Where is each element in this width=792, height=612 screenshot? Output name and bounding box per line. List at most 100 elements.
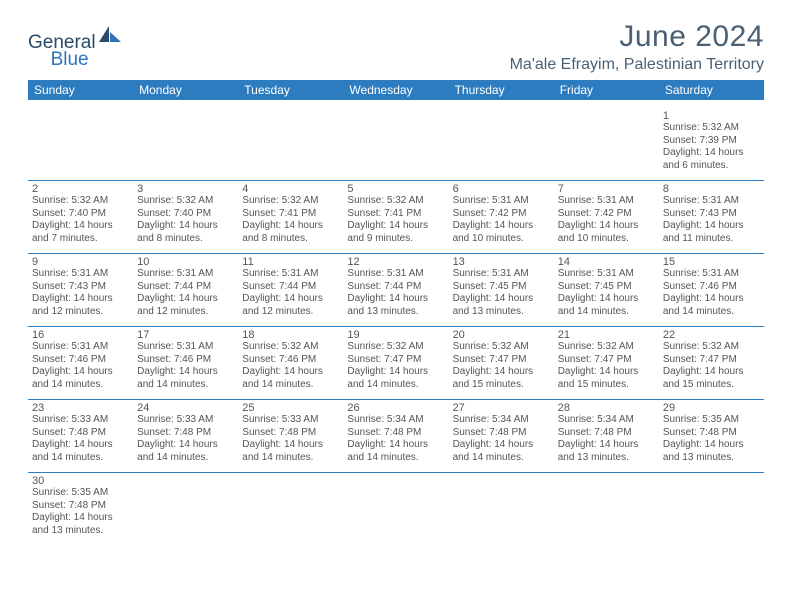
sunset-line: Sunset: 7:44 PM: [137, 281, 234, 294]
daylight-line: and 14 minutes.: [242, 379, 339, 392]
daylight-line: Daylight: 14 hours: [32, 512, 129, 525]
day-cell: 20Sunrise: 5:32 AMSunset: 7:47 PMDayligh…: [449, 327, 554, 399]
daylight-line: and 9 minutes.: [347, 233, 444, 246]
day-cell: 6Sunrise: 5:31 AMSunset: 7:42 PMDaylight…: [449, 181, 554, 253]
empty-cell: [238, 108, 343, 180]
daylight-line: and 13 minutes.: [558, 452, 655, 465]
daylight-line: and 14 minutes.: [32, 452, 129, 465]
daylight-line: and 12 minutes.: [137, 306, 234, 319]
sunset-line: Sunset: 7:43 PM: [663, 208, 760, 221]
sunset-line: Sunset: 7:48 PM: [137, 427, 234, 440]
daylight-line: and 13 minutes.: [32, 525, 129, 538]
month-title: June 2024: [510, 20, 764, 54]
day-header-fri: Friday: [554, 80, 659, 100]
daylight-line: Daylight: 14 hours: [558, 293, 655, 306]
daylight-line: and 14 minutes.: [137, 452, 234, 465]
daylight-line: and 14 minutes.: [453, 452, 550, 465]
sunset-line: Sunset: 7:43 PM: [32, 281, 129, 294]
sunrise-line: Sunrise: 5:35 AM: [32, 487, 129, 500]
daylight-line: Daylight: 14 hours: [453, 439, 550, 452]
day-cell: 17Sunrise: 5:31 AMSunset: 7:46 PMDayligh…: [133, 327, 238, 399]
day-cell: 14Sunrise: 5:31 AMSunset: 7:45 PMDayligh…: [554, 254, 659, 326]
sunrise-line: Sunrise: 5:32 AM: [242, 195, 339, 208]
daylight-line: and 12 minutes.: [242, 306, 339, 319]
daylight-line: and 14 minutes.: [347, 452, 444, 465]
daylight-line: Daylight: 14 hours: [558, 439, 655, 452]
day-number: 19: [347, 329, 444, 341]
daylight-line: Daylight: 14 hours: [663, 147, 760, 160]
empty-cell: [238, 473, 343, 545]
day-cell: 12Sunrise: 5:31 AMSunset: 7:44 PMDayligh…: [343, 254, 448, 326]
daylight-line: and 6 minutes.: [663, 160, 760, 173]
logo-text: General Blue: [28, 32, 121, 68]
day-number: 21: [558, 329, 655, 341]
day-cell: 26Sunrise: 5:34 AMSunset: 7:48 PMDayligh…: [343, 400, 448, 472]
week-row: 23Sunrise: 5:33 AMSunset: 7:48 PMDayligh…: [28, 400, 764, 473]
daylight-line: and 8 minutes.: [242, 233, 339, 246]
header: General Blue June 2024 Ma'ale Efrayim, P…: [28, 20, 764, 74]
day-cell: 16Sunrise: 5:31 AMSunset: 7:46 PMDayligh…: [28, 327, 133, 399]
day-number: 4: [242, 183, 339, 195]
sunrise-line: Sunrise: 5:31 AM: [453, 268, 550, 281]
sunrise-line: Sunrise: 5:32 AM: [137, 195, 234, 208]
daylight-line: and 10 minutes.: [558, 233, 655, 246]
sunset-line: Sunset: 7:48 PM: [32, 427, 129, 440]
day-cell: 7Sunrise: 5:31 AMSunset: 7:42 PMDaylight…: [554, 181, 659, 253]
day-number: 9: [32, 256, 129, 268]
empty-cell: [343, 108, 448, 180]
day-number: 30: [32, 475, 129, 487]
sunrise-line: Sunrise: 5:34 AM: [347, 414, 444, 427]
daylight-line: and 7 minutes.: [32, 233, 129, 246]
daylight-line: and 14 minutes.: [242, 452, 339, 465]
daylight-line: Daylight: 14 hours: [32, 293, 129, 306]
week-row: 2Sunrise: 5:32 AMSunset: 7:40 PMDaylight…: [28, 181, 764, 254]
daylight-line: Daylight: 14 hours: [137, 366, 234, 379]
sunset-line: Sunset: 7:48 PM: [347, 427, 444, 440]
sunset-line: Sunset: 7:48 PM: [558, 427, 655, 440]
daylight-line: and 14 minutes.: [137, 379, 234, 392]
daylight-line: Daylight: 14 hours: [453, 220, 550, 233]
sunset-line: Sunset: 7:40 PM: [137, 208, 234, 221]
sunset-line: Sunset: 7:40 PM: [32, 208, 129, 221]
day-number: 22: [663, 329, 760, 341]
day-header-mon: Monday: [133, 80, 238, 100]
week-row: 30Sunrise: 5:35 AMSunset: 7:48 PMDayligh…: [28, 473, 764, 545]
sunrise-line: Sunrise: 5:31 AM: [242, 268, 339, 281]
day-number: 2: [32, 183, 129, 195]
daylight-line: and 10 minutes.: [453, 233, 550, 246]
day-number: 23: [32, 402, 129, 414]
daylight-line: Daylight: 14 hours: [347, 293, 444, 306]
week-row: 1Sunrise: 5:32 AMSunset: 7:39 PMDaylight…: [28, 108, 764, 181]
day-cell: 1Sunrise: 5:32 AMSunset: 7:39 PMDaylight…: [659, 108, 764, 180]
daylight-line: Daylight: 14 hours: [663, 220, 760, 233]
day-header-thu: Thursday: [449, 80, 554, 100]
sunrise-line: Sunrise: 5:31 AM: [32, 268, 129, 281]
logo: General Blue: [28, 20, 121, 68]
day-number: 24: [137, 402, 234, 414]
page-container: General Blue June 2024 Ma'ale Efrayim, P…: [0, 0, 792, 555]
empty-cell: [343, 473, 448, 545]
day-number: 1: [663, 110, 760, 122]
daylight-line: and 14 minutes.: [32, 379, 129, 392]
day-number: 29: [663, 402, 760, 414]
sunset-line: Sunset: 7:46 PM: [663, 281, 760, 294]
day-cell: 19Sunrise: 5:32 AMSunset: 7:47 PMDayligh…: [343, 327, 448, 399]
day-cell: 5Sunrise: 5:32 AMSunset: 7:41 PMDaylight…: [343, 181, 448, 253]
day-number: 11: [242, 256, 339, 268]
daylight-line: Daylight: 14 hours: [137, 293, 234, 306]
sunrise-line: Sunrise: 5:34 AM: [558, 414, 655, 427]
sunrise-line: Sunrise: 5:33 AM: [137, 414, 234, 427]
daylight-line: Daylight: 14 hours: [32, 366, 129, 379]
sunset-line: Sunset: 7:48 PM: [663, 427, 760, 440]
sunset-line: Sunset: 7:42 PM: [453, 208, 550, 221]
day-header-sat: Saturday: [659, 80, 764, 100]
day-number: 5: [347, 183, 444, 195]
day-header-tue: Tuesday: [238, 80, 343, 100]
sunset-line: Sunset: 7:47 PM: [453, 354, 550, 367]
sunset-line: Sunset: 7:39 PM: [663, 135, 760, 148]
day-cell: 24Sunrise: 5:33 AMSunset: 7:48 PMDayligh…: [133, 400, 238, 472]
day-cell: 10Sunrise: 5:31 AMSunset: 7:44 PMDayligh…: [133, 254, 238, 326]
day-number: 14: [558, 256, 655, 268]
sunset-line: Sunset: 7:41 PM: [242, 208, 339, 221]
day-number: 20: [453, 329, 550, 341]
